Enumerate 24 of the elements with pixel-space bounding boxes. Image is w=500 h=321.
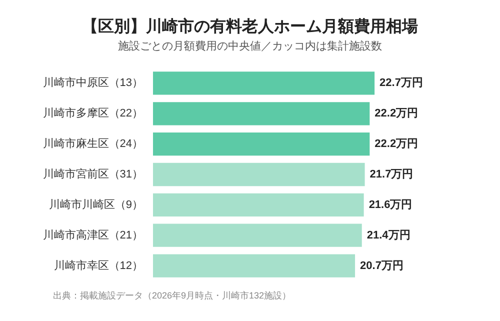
bar — [153, 132, 370, 156]
data-label: 22.7万円 — [380, 77, 423, 90]
data-label: 21.6万円 — [368, 198, 412, 211]
y-tick-label: 川崎市幸区（12） — [54, 258, 143, 272]
y-tick-label: 川崎市多摩区（22） — [42, 106, 143, 120]
data-label: 22.2万円 — [374, 108, 418, 120]
bar — [153, 72, 375, 95]
y-tick-label: 川崎市高津区（21） — [42, 228, 143, 242]
bar — [153, 162, 365, 186]
data-label: 21.7万円 — [370, 168, 414, 180]
bar — [153, 102, 370, 126]
data-label: 20.7万円 — [360, 260, 404, 272]
y-tick-label: 川崎市川崎区（9） — [48, 198, 143, 211]
y-tick-label: 川崎市宮前区（31） — [42, 168, 143, 180]
y-tick-label: 川崎市麻生区（24） — [42, 137, 143, 150]
chart-subtitle: 施設ごとの月額費用の中央値／カッコ内は集計施設数 — [118, 40, 382, 52]
data-label: 21.4万円 — [366, 229, 410, 242]
chart-title: 【区別】川崎市の有料老人ホーム月額費用相場 — [82, 18, 418, 36]
bar — [153, 224, 362, 247]
data-label: 22.2万円 — [374, 138, 418, 150]
bar — [153, 193, 364, 216]
bar — [153, 254, 356, 278]
y-tick-label: 川崎市中原区（13） — [42, 76, 143, 90]
source-note: 出典：掲載施設データ（2026年9月時点・川崎市132施設） — [53, 290, 292, 300]
